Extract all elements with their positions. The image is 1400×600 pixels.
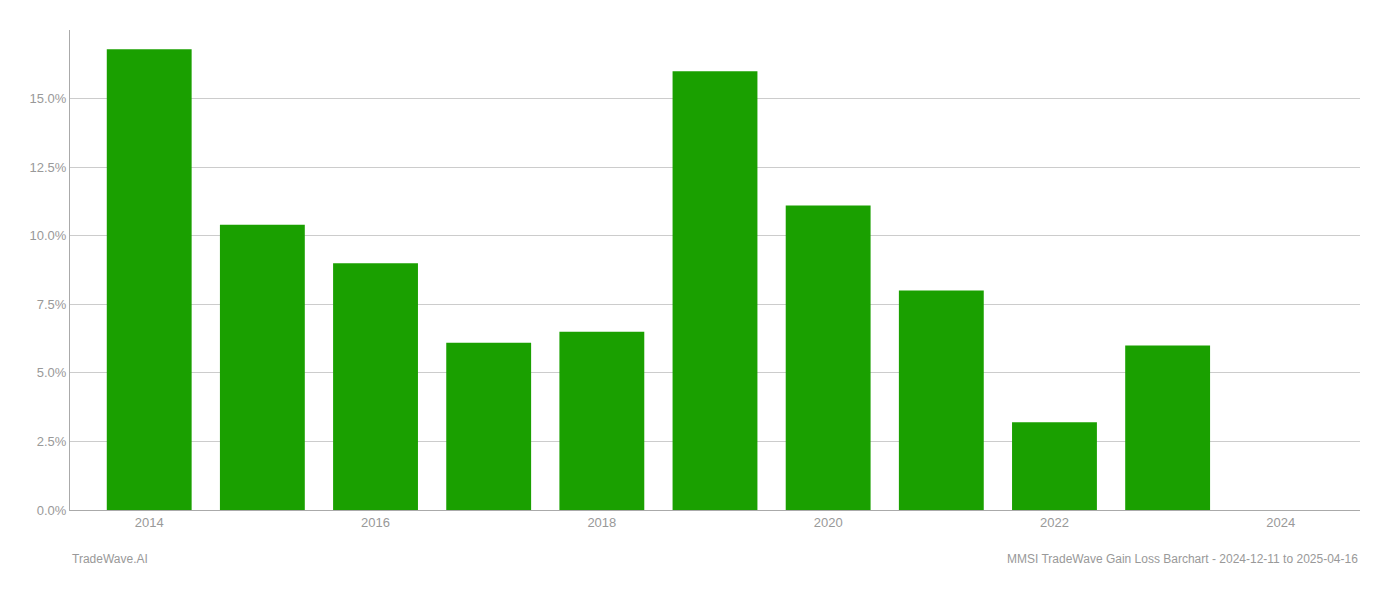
svg-text:2016: 2016 (361, 515, 390, 530)
svg-text:2018: 2018 (587, 515, 616, 530)
svg-text:2.5%: 2.5% (37, 434, 67, 449)
svg-text:7.5%: 7.5% (37, 297, 67, 312)
svg-text:TradeWave.AI: TradeWave.AI (72, 552, 148, 566)
svg-text:2024: 2024 (1266, 515, 1295, 530)
svg-text:2020: 2020 (814, 515, 843, 530)
svg-text:12.5%: 12.5% (30, 160, 67, 175)
svg-text:2022: 2022 (1040, 515, 1069, 530)
svg-text:10.0%: 10.0% (30, 228, 67, 243)
svg-text:0.0%: 0.0% (37, 503, 67, 518)
svg-text:15.0%: 15.0% (30, 91, 67, 106)
svg-text:MMSI TradeWave Gain Loss Barch: MMSI TradeWave Gain Loss Barchart - 2024… (1007, 552, 1358, 566)
svg-text:5.0%: 5.0% (37, 365, 67, 380)
svg-text:2014: 2014 (135, 515, 164, 530)
